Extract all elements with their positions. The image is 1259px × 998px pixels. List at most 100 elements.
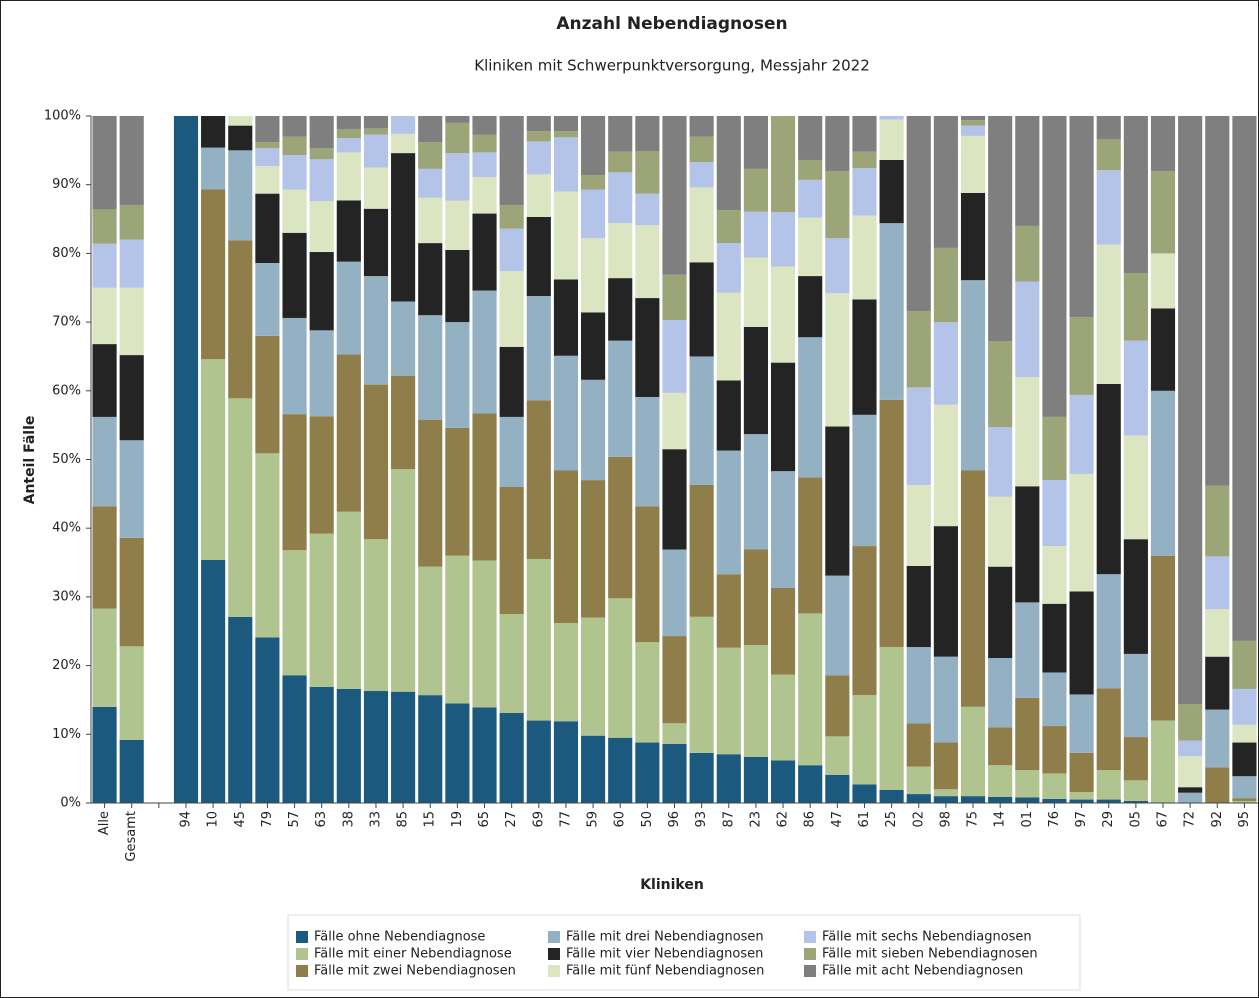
bar-segment (1178, 116, 1203, 705)
bar-segment (798, 276, 823, 338)
bar-segment (1150, 720, 1176, 803)
bar-segment (662, 743, 687, 803)
bar-segment (635, 193, 660, 226)
x-tick-label: 96 (667, 811, 682, 828)
bar-segment (635, 396, 660, 507)
bar-segment (662, 449, 687, 550)
bar-segment (1069, 792, 1094, 800)
bar-segment (960, 120, 986, 126)
bar-segment (770, 587, 796, 675)
bar-segment (608, 456, 633, 599)
bar-segment (1205, 485, 1230, 557)
bar-segment (852, 215, 877, 300)
bar-segment (825, 575, 850, 676)
bar-segment (689, 616, 714, 753)
bar-segment (662, 392, 687, 450)
bar-segment (309, 686, 334, 803)
bar-segment (282, 414, 307, 551)
bar-segment (228, 616, 253, 803)
bar-segment (1042, 798, 1067, 803)
bar-segment (1042, 546, 1067, 604)
bar-segment (1232, 776, 1257, 799)
bar-segment (363, 134, 389, 168)
bar-segment (662, 116, 687, 275)
bar-segment (1015, 770, 1040, 798)
bar-segment (119, 205, 144, 240)
bar-segment (1232, 640, 1257, 689)
bar-segment (282, 136, 307, 156)
bar-segment (1096, 770, 1121, 800)
bar-segment (1015, 797, 1040, 803)
bar-segment (662, 636, 687, 724)
bar-segment (119, 355, 144, 441)
bar-segment (933, 322, 958, 405)
legend-swatch (804, 948, 816, 960)
bar-segment (608, 116, 633, 152)
x-tick-label: 97 (1074, 811, 1089, 828)
bar-segment (906, 484, 931, 566)
bar-segment (743, 168, 768, 212)
bar-segment (635, 225, 660, 299)
bar-segment (716, 450, 741, 575)
bar-segment (635, 116, 660, 152)
x-tick-label: 75 (966, 811, 981, 828)
bar-segment (499, 116, 524, 206)
bar-segment (336, 354, 361, 512)
bar-segment (282, 550, 307, 676)
bar-segment (1232, 688, 1257, 725)
x-tick-label: Gesamt (124, 811, 139, 862)
bar-segment (798, 159, 823, 180)
x-tick-label: 33 (368, 811, 383, 828)
bar-segment (743, 116, 768, 169)
bar-segment (309, 148, 334, 160)
bar-segment (635, 506, 660, 643)
bar-segment (879, 789, 904, 803)
bar-segment (363, 276, 389, 385)
bar-segment (553, 116, 579, 132)
bar-segment (92, 344, 117, 417)
legend-swatch (296, 948, 308, 960)
bar-segment (988, 116, 1013, 342)
bar-segment (581, 189, 606, 239)
bar-segment (1232, 800, 1257, 803)
bar-segment (255, 142, 280, 149)
bar-segment (716, 574, 741, 648)
bar-segment (1150, 253, 1176, 309)
bar-segment (1123, 116, 1148, 274)
x-tick-label: 86 (803, 811, 818, 828)
bar-segment (743, 434, 768, 550)
bar-segment (988, 796, 1013, 803)
x-tick-label: 79 (260, 811, 275, 828)
bar-segment (798, 179, 823, 218)
legend-swatch (296, 965, 308, 977)
legend-swatch (548, 948, 560, 960)
bar-segment (1232, 116, 1257, 641)
bar-segment (1123, 653, 1148, 738)
bar-segment (92, 243, 117, 288)
bar-segment (526, 559, 551, 721)
bar-segment (960, 470, 986, 707)
bar-segment (1205, 767, 1230, 803)
bar-segment (1096, 574, 1121, 689)
bar-segment (309, 252, 334, 331)
bar-segment (1069, 799, 1094, 803)
legend-label: Fälle mit acht Nebendiagnosen (822, 964, 1023, 979)
bar-segment (336, 116, 361, 130)
x-tick-label: 85 (396, 811, 411, 828)
bar-segment (1205, 556, 1230, 610)
x-tick-label: 23 (748, 811, 763, 828)
bar-segment (852, 695, 877, 785)
bar-segment (825, 426, 850, 576)
bar-segment (526, 400, 551, 560)
x-tick-label: 63 (314, 811, 329, 828)
bar-segment (988, 765, 1013, 797)
x-tick-label: 50 (640, 811, 655, 828)
bar-segment (825, 238, 850, 294)
bar-segment (92, 209, 117, 244)
legend-label: Fälle mit drei Nebendiagnosen (566, 930, 764, 945)
bar-segment (852, 116, 877, 152)
bar-segment (526, 295, 551, 401)
x-tick-label: 01 (1020, 811, 1035, 828)
bar-segment (1042, 480, 1067, 547)
legend-swatch (804, 965, 816, 977)
